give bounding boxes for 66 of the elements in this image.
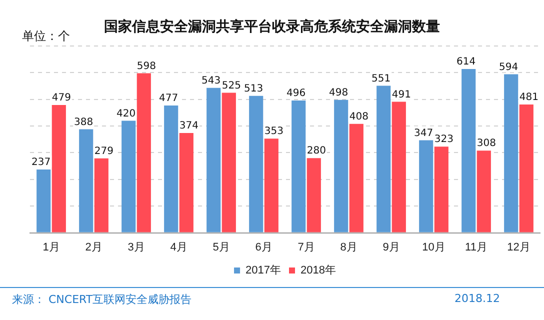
- bar: [122, 120, 136, 232]
- bar: [306, 158, 321, 232]
- data-label: 420: [116, 108, 136, 120]
- x-tick-label: 3月: [128, 241, 145, 254]
- bar: [434, 146, 448, 232]
- data-label: 614: [456, 56, 476, 68]
- bar: [36, 170, 51, 232]
- data-label: 347: [414, 128, 434, 139]
- legend-label: 2018年: [300, 264, 336, 277]
- data-label: 353: [264, 126, 284, 138]
- bar: [136, 73, 151, 232]
- data-label: 491: [392, 89, 411, 100]
- x-tick-label: 11月: [465, 241, 488, 254]
- data-label: 279: [94, 146, 114, 157]
- data-label: 237: [32, 157, 51, 168]
- bar: [164, 106, 178, 232]
- chart-title: 国家信息安全漏洞共享平台收录高危系统安全漏洞数量: [104, 19, 440, 35]
- data-label: 525: [222, 80, 241, 92]
- data-label: 477: [159, 93, 178, 104]
- bar: [376, 86, 391, 232]
- bar: [462, 68, 476, 232]
- source-note: 来源： CNCERT互联网安全威胁报告: [12, 292, 192, 307]
- x-tick-label: 12月: [507, 241, 530, 254]
- bar: [94, 158, 108, 232]
- x-tick-label: 5月: [212, 241, 230, 254]
- data-label: 543: [202, 75, 221, 86]
- data-label: 513: [244, 83, 264, 94]
- bar: [264, 138, 278, 232]
- bar: [292, 100, 306, 232]
- bar: [179, 132, 194, 232]
- data-label: 481: [519, 92, 538, 104]
- data-label: 479: [52, 92, 71, 104]
- data-label: 374: [179, 120, 198, 132]
- bar: [206, 88, 221, 232]
- bar: [419, 140, 434, 232]
- x-tick-label: 2月: [85, 241, 102, 254]
- data-label: 388: [74, 116, 94, 128]
- x-tick-label: 1月: [42, 241, 60, 254]
- x-tick-label: 10月: [422, 241, 446, 254]
- x-tick-label: 6月: [255, 241, 272, 254]
- x-tick-label: 4月: [170, 241, 188, 254]
- data-label: 308: [476, 138, 496, 150]
- text: 2018.12: [454, 292, 500, 305]
- data-label: 280: [306, 146, 326, 157]
- data-label: 598: [136, 60, 156, 72]
- bar: [476, 150, 491, 232]
- bar: [504, 74, 518, 232]
- bar: [349, 124, 364, 232]
- legend-label: 2017年: [246, 264, 282, 277]
- bar: [52, 104, 66, 232]
- x-tick-label: 7月: [298, 241, 315, 254]
- x-tick-label: 9月: [382, 241, 400, 254]
- data-label: 496: [286, 88, 306, 100]
- bar: [79, 129, 94, 232]
- bar: [222, 92, 236, 232]
- data-label: 594: [499, 62, 518, 73]
- data-label: 408: [349, 112, 368, 123]
- x-tick-label: 8月: [340, 241, 358, 254]
- data-label: 323: [434, 134, 454, 146]
- bar: [519, 104, 534, 232]
- bar: [392, 102, 406, 232]
- bar: [249, 96, 264, 232]
- data-label: 551: [372, 73, 391, 84]
- y-axis-title: 单位：个: [22, 28, 70, 45]
- data-label: 498: [329, 88, 348, 98]
- bar: [334, 100, 348, 232]
